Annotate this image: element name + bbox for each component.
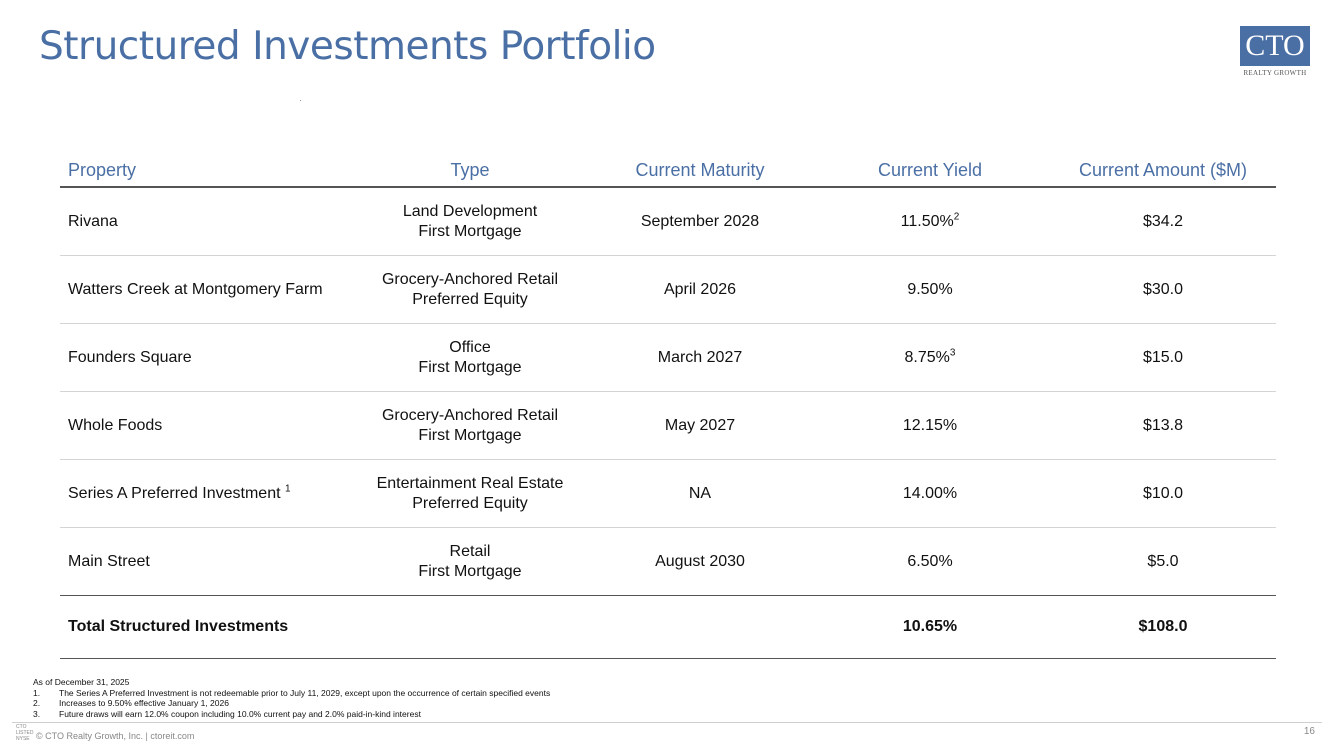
investments-table: Property Type Current Maturity Current Y… (60, 132, 1276, 659)
table-row: Series A Preferred Investment 1 Entertai… (60, 459, 1276, 528)
nyse-listed-mark: CTO LISTED NYSE (16, 724, 34, 742)
cell-yield: 9.50% (810, 255, 1050, 324)
cell-maturity: September 2028 (590, 187, 810, 256)
company-logo: CTO REALTY GROWTH (1240, 26, 1310, 77)
cell-amount: $10.0 (1050, 459, 1276, 528)
footnote-ref: 3 (949, 347, 956, 359)
cell-maturity: March 2027 (590, 323, 810, 392)
cell-amount: $34.2 (1050, 187, 1276, 256)
cell-type: Land Development First Mortgage (350, 187, 590, 256)
table-row: Whole Foods Grocery-Anchored Retail First… (60, 391, 1276, 460)
logo-tagline: REALTY GROWTH (1243, 69, 1307, 77)
cell-type: Retail First Mortgage (350, 527, 590, 596)
cell-property: Watters Creek at Montgomery Farm (60, 255, 350, 324)
cell-yield: 12.15% (810, 391, 1050, 460)
footnote-item: 2. Increases to 9.50% effective January 1… (33, 698, 229, 708)
cell-yield: 6.50% (810, 527, 1050, 596)
total-maturity-empty (590, 595, 810, 659)
total-label: Total Structured Investments (60, 595, 350, 659)
cell-amount: $30.0 (1050, 255, 1276, 324)
footnote-ref: 1 (285, 483, 291, 495)
footer-copyright: © CTO Realty Growth, Inc. | ctoreit.com (36, 731, 195, 741)
cell-type: Entertainment Real Estate Preferred Equit… (350, 459, 590, 528)
cell-yield: 8.75%3 (810, 323, 1050, 392)
table-row: Main Street Retail First Mortgage August … (60, 527, 1276, 596)
cell-maturity: May 2027 (590, 391, 810, 460)
footnote-item: 1. The Series A Preferred Investment is n… (33, 687, 551, 698)
decorative-dot (300, 100, 301, 101)
cell-property: Series A Preferred Investment 1 (60, 459, 350, 528)
col-header-amount: Current Amount ($M) (1050, 132, 1276, 188)
table-row: Founders Square Office First Mortgage Mar… (60, 323, 1276, 392)
cell-yield: 11.50%2 (810, 187, 1050, 256)
total-type-empty (350, 595, 590, 659)
table-row: Watters Creek at Montgomery Farm Grocery… (60, 255, 1276, 324)
col-header-type: Type (350, 132, 590, 188)
total-yield: 10.65% (810, 595, 1050, 659)
table-header-row: Property Type Current Maturity Current Y… (60, 132, 1276, 188)
page-number: 16 (1303, 726, 1315, 737)
logo-mark: CTO (1240, 26, 1310, 66)
cell-amount: $5.0 (1050, 527, 1276, 596)
cell-maturity: August 2030 (590, 527, 810, 596)
cell-amount: $13.8 (1050, 391, 1276, 460)
cell-property: Main Street (60, 527, 350, 596)
footnote-ref: 2 (953, 211, 960, 223)
table-row: Rivana Land Development First Mortgage Se… (60, 187, 1276, 256)
col-header-yield: Current Yield (810, 132, 1050, 188)
cell-yield: 14.00% (810, 459, 1050, 528)
cell-type: Office First Mortgage (350, 323, 590, 392)
page-title: Structured Investments Portfolio (39, 24, 656, 69)
cell-type: Grocery-Anchored Retail Preferred Equity (350, 255, 590, 324)
cell-property: Founders Square (60, 323, 350, 392)
footer-divider (12, 722, 1322, 723)
cell-maturity: NA (590, 459, 810, 528)
cell-property: Rivana (60, 187, 350, 256)
cell-type: Grocery-Anchored Retail First Mortgage (350, 391, 590, 460)
col-header-property: Property (60, 132, 350, 188)
footnote-item: 3. Future draws will earn 12.0% coupon in… (33, 708, 421, 719)
cell-maturity: April 2026 (590, 255, 810, 324)
as-of-date: As of December 31, 2025 (33, 677, 130, 687)
total-row: Total Structured Investments 10.65% $108… (60, 595, 1276, 659)
col-header-maturity: Current Maturity (590, 132, 810, 188)
total-amount: $108.0 (1050, 595, 1276, 659)
cell-amount: $15.0 (1050, 323, 1276, 392)
cell-property: Whole Foods (60, 391, 350, 460)
footnotes: As of December 31, 2025 1. The Series A P… (33, 677, 550, 719)
